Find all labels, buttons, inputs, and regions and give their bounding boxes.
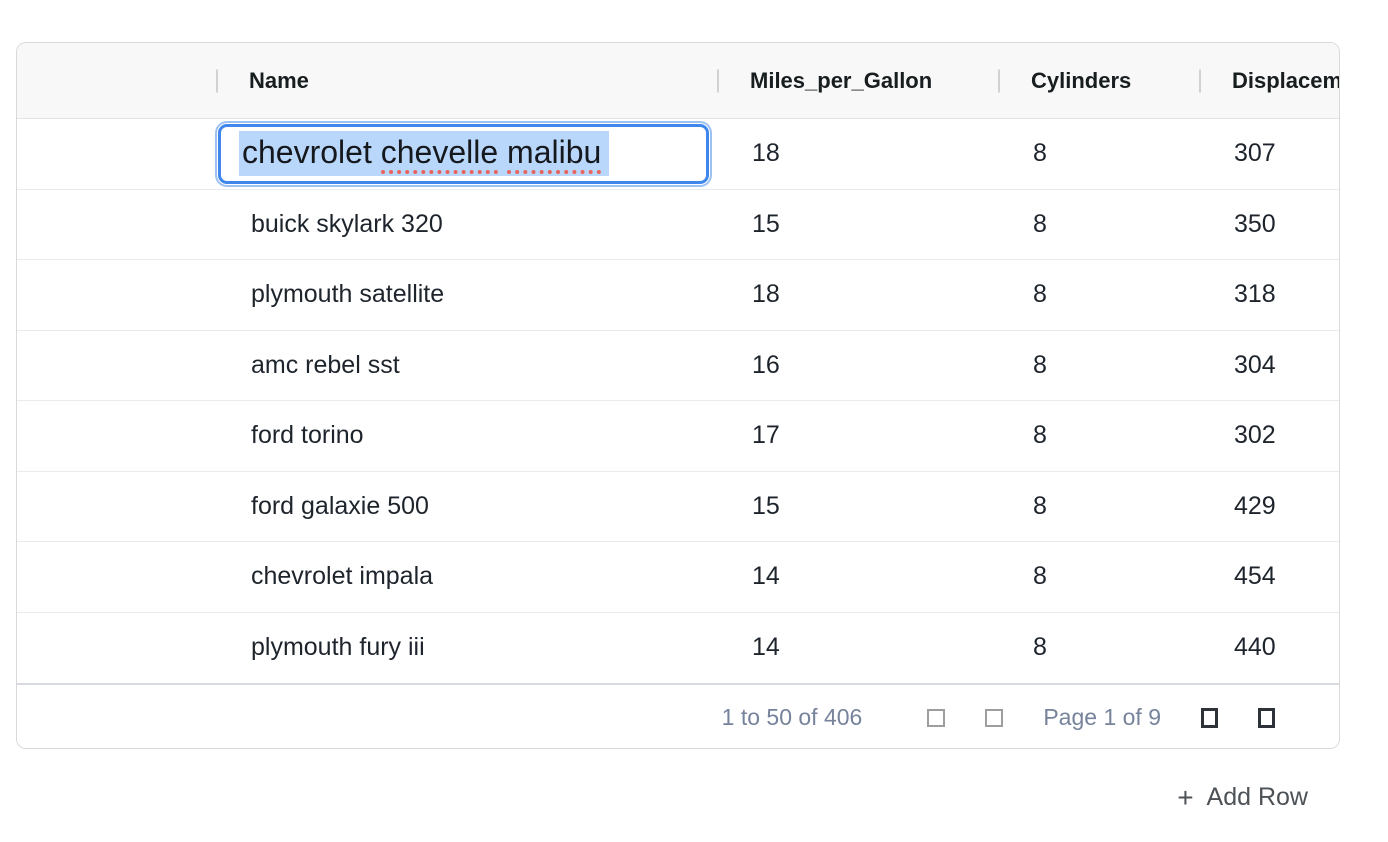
table-row: plymouth satellite 18 8 318 (17, 260, 1339, 331)
next-page-button[interactable] (1201, 707, 1218, 728)
cell-row-index[interactable] (17, 260, 216, 330)
cell-editor[interactable]: chevrolet chevelle malibu (218, 124, 709, 184)
table-row: amc rebel sst 16 8 304 (17, 330, 1339, 401)
table-row: plymouth fury iii 14 8 440 (17, 612, 1339, 684)
first-page-icon (927, 708, 946, 727)
cell-cylinders[interactable]: 8 (1033, 633, 1047, 662)
page-status: Page 1 of 9 (1043, 704, 1161, 730)
cell-displacement[interactable]: 318 (1234, 280, 1276, 309)
cell-miles-per-gallon[interactable]: 14 (752, 633, 780, 662)
column-separator (1199, 69, 1201, 92)
column-header-displacement[interactable]: Displacement (1199, 43, 1340, 118)
column-header-cylinders[interactable]: Cylinders (998, 43, 1199, 118)
selected-text: chevrolet chevelle malibu (239, 131, 610, 177)
cell-miles-per-gallon[interactable]: 14 (752, 562, 780, 591)
table-row: chevrolet impala 14 8 454 (17, 542, 1339, 613)
table-row: buick skylark 320 15 8 350 (17, 189, 1339, 260)
previous-page-icon (985, 708, 1004, 727)
cell-name[interactable]: ford torino (251, 421, 364, 450)
cell-cylinders[interactable]: 8 (1033, 562, 1047, 591)
table-row: ford galaxie 500 15 8 429 (17, 471, 1339, 542)
cell-displacement[interactable]: 429 (1234, 491, 1276, 520)
column-header-label: Name (249, 67, 309, 93)
row-range-summary: 1 to 50 of 406 (721, 704, 863, 730)
add-row-label: Add Row (1206, 783, 1308, 811)
cell-row-index[interactable] (17, 401, 216, 471)
cell-miles-per-gallon[interactable]: 18 (752, 280, 780, 309)
cell-name[interactable]: buick skylark 320 (251, 209, 443, 238)
last-page-button[interactable] (1258, 707, 1275, 728)
cell-row-index[interactable] (17, 542, 216, 612)
spellcheck-underline: chevelle (380, 134, 499, 175)
column-header-label: Miles_per_Gallon (750, 67, 933, 93)
cell-name[interactable]: plymouth satellite (251, 280, 445, 309)
cell-name[interactable]: chevrolet chevelle malibu (216, 119, 717, 189)
column-separator (717, 69, 719, 92)
grid-header-row: Name Miles_per_Gallon Cylinders Displacemen… (17, 43, 1339, 119)
cell-cylinders[interactable]: 8 (1033, 139, 1047, 168)
column-header-label: Displacement (1232, 67, 1340, 93)
cell-name[interactable]: ford galaxie 500 (251, 491, 429, 520)
cell-name[interactable]: amc rebel sst (251, 350, 400, 379)
cell-miles-per-gallon[interactable]: 17 (752, 421, 780, 450)
cell-miles-per-gallon[interactable]: 15 (752, 209, 780, 238)
table-row: chevrolet chevelle malibu 18 8 307 (17, 119, 1339, 190)
cell-displacement[interactable]: 440 (1234, 633, 1276, 662)
cell-name[interactable]: plymouth fury iii (251, 633, 425, 662)
cell-row-index[interactable] (17, 119, 216, 189)
column-separator (998, 69, 1000, 92)
column-separator (216, 69, 218, 92)
cell-displacement[interactable]: 302 (1234, 421, 1276, 450)
cell-row-index[interactable] (17, 472, 216, 542)
column-header-name[interactable]: Name (216, 43, 717, 118)
column-header-row-index[interactable] (17, 43, 216, 118)
first-page-button[interactable] (927, 708, 946, 727)
cell-displacement[interactable]: 350 (1234, 209, 1276, 238)
cell-name[interactable]: chevrolet impala (251, 562, 434, 591)
cell-cylinders[interactable]: 8 (1033, 280, 1047, 309)
cell-cylinders[interactable]: 8 (1033, 209, 1047, 238)
previous-page-button[interactable] (985, 708, 1004, 727)
cell-displacement[interactable]: 454 (1234, 562, 1276, 591)
cell-miles-per-gallon[interactable]: 18 (752, 139, 780, 168)
pagination-panel: 1 to 50 of 406 Page 1 of 9 (17, 683, 1339, 748)
cell-miles-per-gallon[interactable]: 15 (752, 491, 780, 520)
column-header-label: Cylinders (1031, 67, 1132, 93)
column-header-miles-per-gallon[interactable]: Miles_per_Gallon (717, 43, 998, 118)
cell-miles-per-gallon[interactable]: 16 (752, 350, 780, 379)
next-page-icon (1201, 707, 1218, 728)
cell-cylinders[interactable]: 8 (1033, 350, 1047, 379)
editor-text (498, 134, 507, 170)
grid-body: chevrolet chevelle malibu 18 8 307 buick sky… (17, 119, 1339, 683)
cell-cylinders[interactable]: 8 (1033, 421, 1047, 450)
data-grid: Name Miles_per_Gallon Cylinders Displacemen… (16, 42, 1340, 749)
cell-cylinders[interactable]: 8 (1033, 491, 1047, 520)
cell-displacement[interactable]: 304 (1234, 350, 1276, 379)
last-page-icon (1258, 707, 1275, 728)
cell-displacement[interactable]: 307 (1234, 139, 1276, 168)
cell-row-index[interactable] (17, 190, 216, 260)
table-row: ford torino 17 8 302 (17, 401, 1339, 472)
cell-row-index[interactable] (17, 613, 216, 684)
editor-text: chevrolet (242, 134, 381, 171)
spellcheck-underline: malibu (507, 134, 602, 175)
plus-icon: + (1177, 781, 1194, 813)
cell-row-index[interactable] (17, 331, 216, 401)
add-row-button[interactable]: + Add Row (1177, 783, 1308, 812)
